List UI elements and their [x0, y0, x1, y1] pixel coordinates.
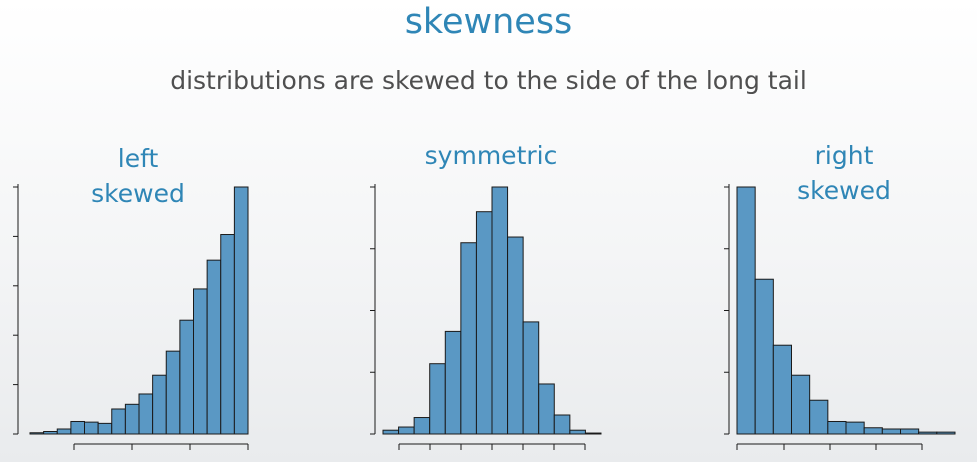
- histogram-bar: [736, 186, 756, 435]
- histogram-bar: [165, 350, 181, 435]
- histogram-bar: [97, 422, 113, 435]
- chart-label-line: skewed: [797, 176, 891, 205]
- slide-subtitle: distributions are skewed to the side of …: [170, 66, 807, 95]
- histogram-bar: [444, 330, 462, 435]
- chart-label-line: skewed: [91, 179, 185, 208]
- chart-label-line: left: [117, 144, 159, 173]
- histogram-bar: [111, 408, 126, 435]
- histogram-bar: [936, 431, 956, 435]
- histogram-bar: [460, 242, 477, 435]
- chart-label-left-skewed: left skewed: [38, 141, 238, 211]
- chart-label-line: symmetric: [424, 141, 558, 170]
- histogram-bar: [382, 429, 400, 435]
- chart-label-right-skewed: right skewed: [744, 138, 944, 208]
- histogram-bar: [124, 403, 140, 435]
- histogram-bar: [152, 374, 167, 435]
- histogram-bar: [475, 211, 493, 435]
- histogram-bar: [791, 374, 811, 435]
- histogram-bar: [70, 420, 86, 435]
- histogram-bar: [193, 288, 208, 435]
- histogram-bar: [772, 344, 793, 435]
- chart-label-line: right: [814, 141, 874, 170]
- histogram-1: [370, 184, 602, 450]
- histogram-bar: [584, 432, 602, 435]
- histogram-bar: [138, 393, 154, 435]
- histogram-bar: [569, 429, 586, 435]
- histogram-0: [13, 184, 249, 450]
- histogram-bar: [827, 420, 847, 435]
- histogram-bar: [233, 186, 249, 435]
- histogram-bar: [754, 278, 774, 435]
- histogram-2: [724, 184, 956, 450]
- slide-title: skewness: [404, 2, 573, 42]
- histogram-bar: [845, 421, 865, 435]
- histogram-bar: [809, 399, 829, 435]
- histogram-bar: [491, 186, 509, 435]
- histogram-bar: [538, 383, 555, 435]
- histogram-bar: [398, 426, 415, 435]
- histogram-bar: [84, 421, 99, 435]
- histogram-bar: [413, 417, 431, 435]
- histogram-bar: [863, 427, 883, 435]
- chart-label-symmetric: symmetric: [391, 138, 591, 173]
- histogram-bar: [29, 432, 45, 435]
- histogram-bar: [43, 431, 58, 435]
- histogram-bar: [220, 234, 235, 435]
- histogram-bar: [522, 321, 540, 435]
- histogram-bar: [56, 428, 72, 435]
- histogram-bar: [206, 259, 222, 435]
- histogram-bar: [507, 236, 524, 435]
- histogram-bar: [918, 431, 938, 435]
- histogram-bar: [900, 428, 920, 435]
- histogram-bar: [881, 428, 902, 435]
- histogram-bar: [179, 319, 195, 435]
- histogram-bar: [553, 414, 571, 435]
- histogram-bar: [429, 363, 446, 435]
